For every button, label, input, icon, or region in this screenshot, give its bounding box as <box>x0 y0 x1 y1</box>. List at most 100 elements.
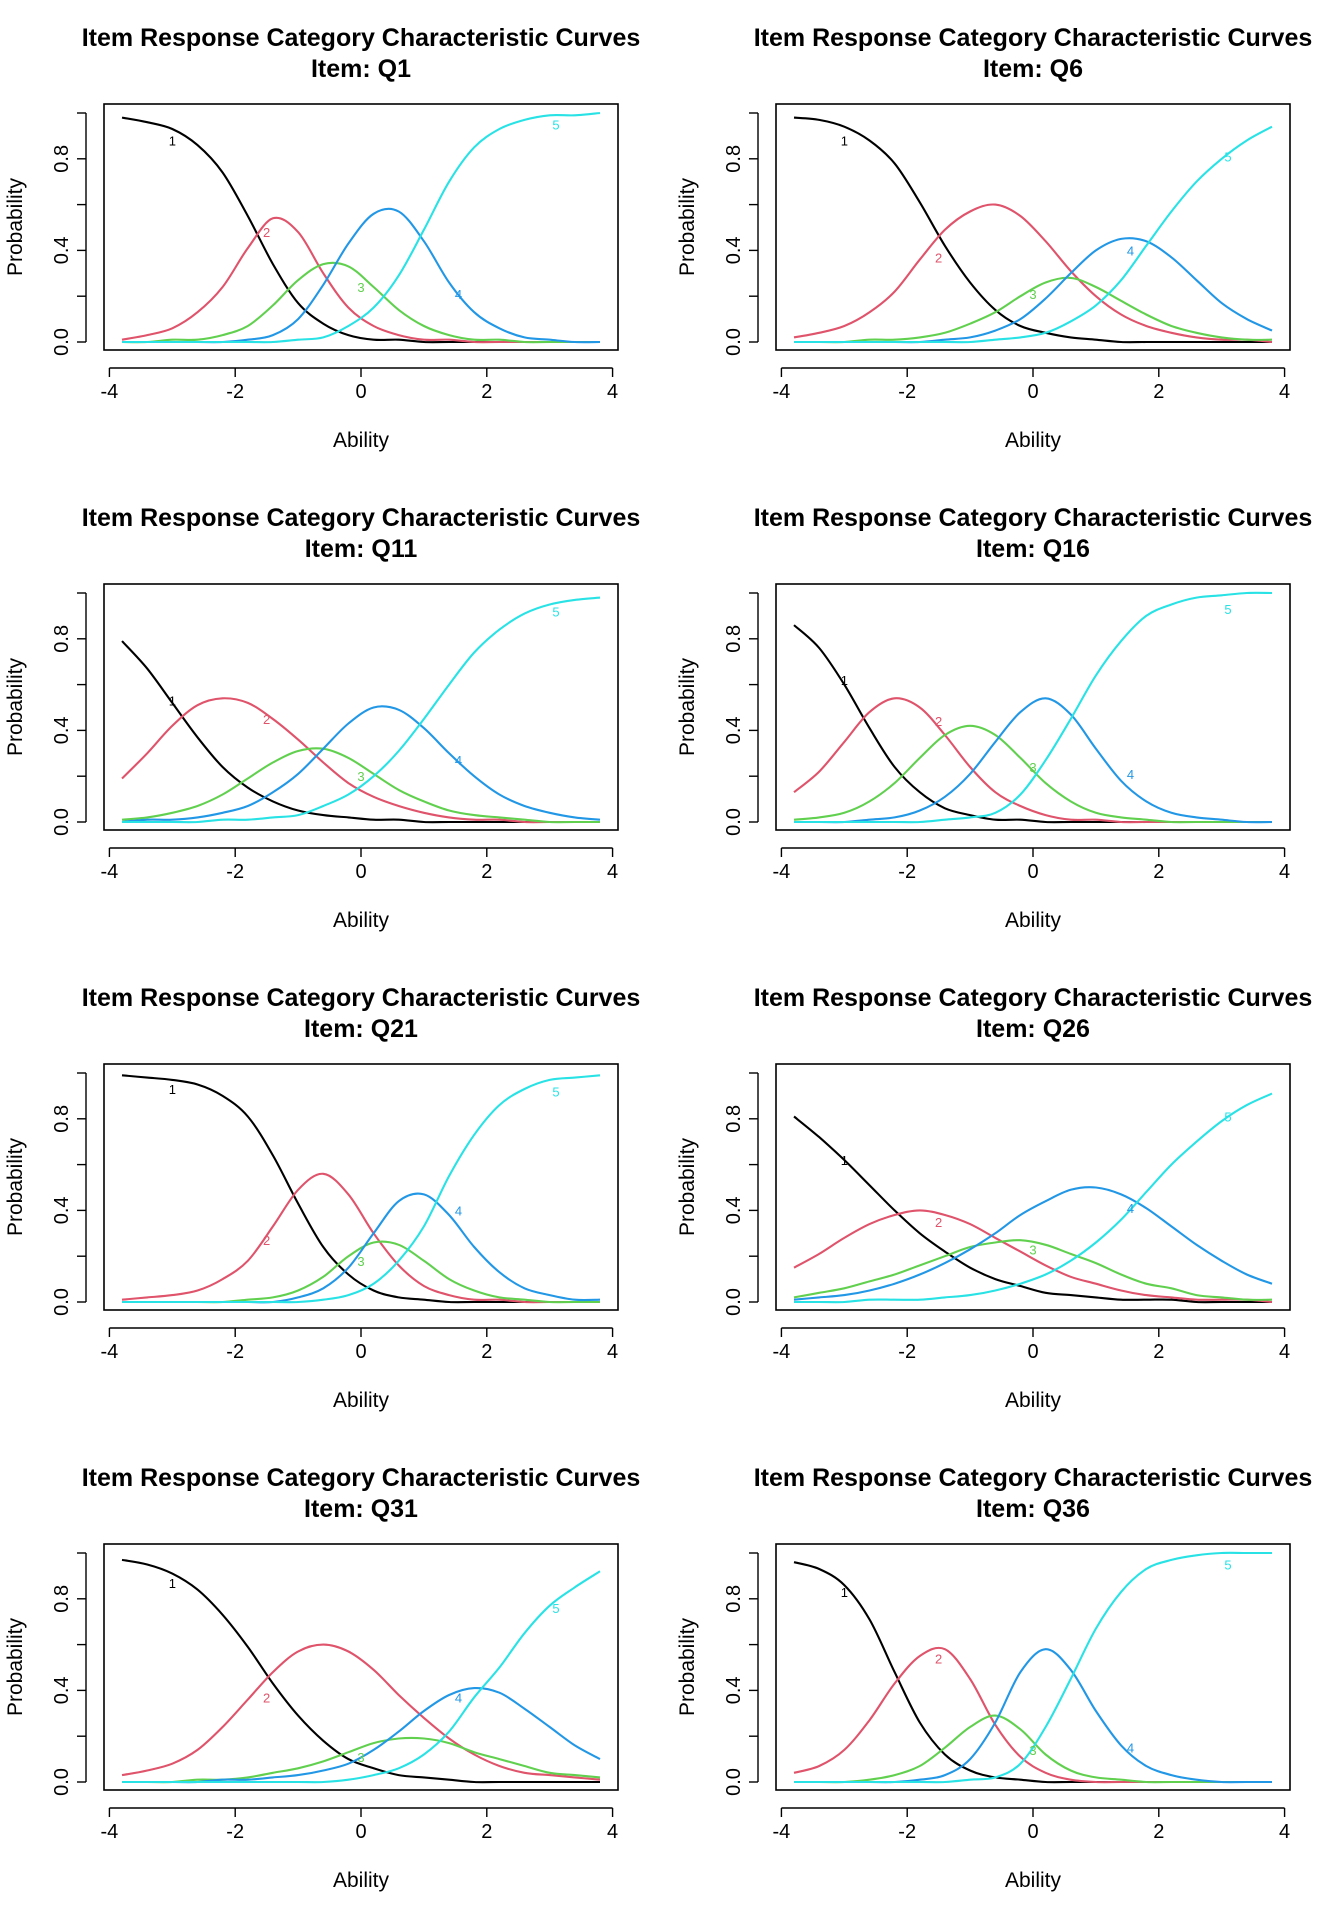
x-axis-label: Ability <box>1005 1869 1062 1892</box>
x-tick-label: 4 <box>1279 381 1290 403</box>
x-tick-label: 2 <box>481 1341 492 1363</box>
category-4-label: 4 <box>455 1690 462 1705</box>
y-tick-label: 0.0 <box>723 328 745 356</box>
x-tick-label: 2 <box>1153 381 1164 403</box>
category-5-curve <box>121 111 601 344</box>
category-2-label: 2 <box>935 250 942 265</box>
chart-subtitle: Item: Q21 <box>304 1015 418 1043</box>
category-1-label: 1 <box>169 1082 176 1097</box>
x-tick-label: -4 <box>773 1821 791 1843</box>
category-1-label: 1 <box>841 1153 848 1168</box>
y-tick-label: 0.8 <box>51 1105 73 1133</box>
y-tick-label: 0.4 <box>723 1676 745 1704</box>
x-tick-label: 2 <box>1153 861 1164 883</box>
chart-panel-8: Item Response Category Characteristic Cu… <box>676 1464 1312 1892</box>
category-1-curve <box>793 624 1272 824</box>
x-tick-label: -2 <box>898 381 916 403</box>
chart-title: Item Response Category Characteristic Cu… <box>82 1464 641 1492</box>
y-axis-label: Probability <box>676 177 699 276</box>
x-axis-label: Ability <box>333 429 390 452</box>
category-3-label: 3 <box>1029 760 1036 775</box>
category-5-label: 5 <box>552 1084 559 1099</box>
x-tick-label: -2 <box>226 861 244 883</box>
category-4-label: 4 <box>1127 1741 1134 1756</box>
y-tick-label: 0.4 <box>723 236 745 264</box>
category-3-curve <box>793 1239 1273 1301</box>
category-3-label: 3 <box>357 769 364 784</box>
plot-frame <box>103 583 619 831</box>
y-tick-label: 0.8 <box>51 1585 73 1613</box>
x-tick-label: -4 <box>101 1341 119 1363</box>
chart-title: Item Response Category Characteristic Cu… <box>754 984 1313 1012</box>
plot-frame <box>103 1543 619 1791</box>
category-1-label: 1 <box>841 673 848 688</box>
chart-panel-2: Item Response Category Characteristic Cu… <box>676 24 1312 452</box>
category-4-curve <box>793 1186 1273 1301</box>
y-tick-label: 0.4 <box>51 716 73 744</box>
category-4-label: 4 <box>455 287 462 302</box>
category-1-curve <box>121 1558 601 1784</box>
y-tick-label: 0.8 <box>51 145 73 173</box>
category-3-label: 3 <box>1029 287 1036 302</box>
chart-title: Item Response Category Characteristic Cu… <box>754 504 1313 532</box>
y-tick-label: 0.4 <box>51 1196 73 1224</box>
x-axis-label: Ability <box>333 1389 390 1412</box>
chart-title: Item Response Category Characteristic Cu… <box>754 24 1313 52</box>
y-tick-label: 0.4 <box>723 716 745 744</box>
chart-subtitle: Item: Q11 <box>305 535 418 563</box>
x-tick-label: -4 <box>101 861 119 883</box>
category-5-label: 5 <box>552 117 559 132</box>
category-5-label: 5 <box>552 604 559 619</box>
category-5-curve <box>121 596 601 824</box>
y-tick-label: 0.4 <box>51 236 73 264</box>
category-5-curve <box>121 1570 601 1784</box>
category-2-label: 2 <box>935 714 942 729</box>
category-2-curve <box>121 1172 600 1304</box>
category-2-label: 2 <box>263 712 270 727</box>
plot-frame <box>775 1543 1291 1791</box>
category-2-label: 2 <box>263 225 270 240</box>
y-tick-label: 0.8 <box>51 625 73 653</box>
plot-frame <box>775 1063 1291 1311</box>
y-tick-label: 0.8 <box>723 1585 745 1613</box>
y-axis-label: Probability <box>4 177 27 276</box>
category-5-label: 5 <box>1224 602 1231 617</box>
category-4-label: 4 <box>1127 767 1134 782</box>
category-3-curve <box>121 747 600 824</box>
chart-panel-7: Item Response Category Characteristic Cu… <box>4 1464 640 1892</box>
category-1-label: 1 <box>169 694 176 709</box>
y-axis-label: Probability <box>676 657 699 756</box>
chart-title: Item Response Category Characteristic Cu… <box>82 504 641 532</box>
chart-panel-3: Item Response Category Characteristic Cu… <box>4 504 640 932</box>
category-3-label: 3 <box>1029 1743 1036 1758</box>
chart-title: Item Response Category Characteristic Cu… <box>82 24 641 52</box>
x-tick-label: 4 <box>1279 1341 1290 1363</box>
chart-subtitle: Item: Q36 <box>976 1495 1090 1523</box>
y-axis-label: Probability <box>4 1617 27 1716</box>
x-axis-label: Ability <box>333 909 390 932</box>
category-4-label: 4 <box>1127 243 1134 258</box>
category-5-curve <box>793 591 1273 824</box>
category-3-label: 3 <box>1029 1242 1036 1257</box>
category-1-label: 1 <box>169 133 176 148</box>
x-tick-label: 0 <box>1027 381 1038 403</box>
category-2-curve <box>793 1646 1273 1784</box>
x-tick-label: 2 <box>481 381 492 403</box>
y-tick-label: 0.8 <box>723 625 745 653</box>
category-1-label: 1 <box>841 1585 848 1600</box>
x-axis-label: Ability <box>1005 429 1062 452</box>
x-tick-label: 0 <box>355 381 366 403</box>
category-1-curve <box>793 116 1272 344</box>
category-2-curve <box>793 203 1273 344</box>
category-4-curve <box>793 1648 1273 1784</box>
x-tick-label: -2 <box>898 1341 916 1363</box>
x-tick-label: -2 <box>898 861 916 883</box>
x-tick-label: 0 <box>355 861 366 883</box>
category-3-curve <box>793 1714 1273 1784</box>
category-2-curve <box>121 697 600 824</box>
chart-panel-1: Item Response Category Characteristic Cu… <box>4 24 640 452</box>
y-tick-label: 0.0 <box>51 1768 73 1796</box>
x-axis-label: Ability <box>1005 909 1062 932</box>
category-3-label: 3 <box>357 1254 364 1269</box>
